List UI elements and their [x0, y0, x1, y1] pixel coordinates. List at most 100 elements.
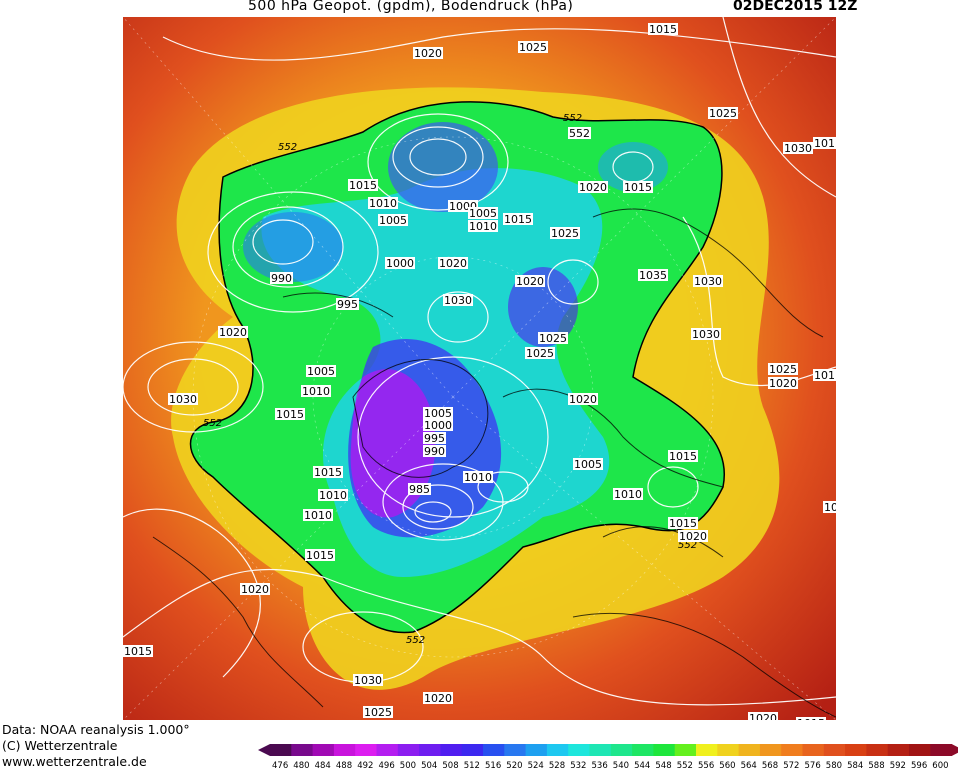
legend-swatch [823, 744, 846, 756]
labels-552: 552 552 552 552 552 [203, 113, 697, 646]
low-east [598, 142, 668, 192]
pressure-label: 990 [270, 272, 293, 285]
pressure-label: 1020 [240, 583, 270, 596]
svg-text:990: 990 [424, 445, 445, 458]
pressure-label: 1000 [385, 257, 415, 270]
pressure-label: 1005 [423, 407, 453, 420]
weather-map: 552 552 552 552 552 1020 1025101510251030… [123, 17, 836, 720]
legend-value: 476 [272, 761, 288, 770]
svg-text:1000: 1000 [424, 419, 452, 432]
svg-text:552: 552 [569, 127, 590, 140]
legend-value: 532 [570, 761, 586, 770]
pressure-label: 1015 [668, 450, 698, 463]
svg-text:1030: 1030 [444, 294, 472, 307]
svg-text:1020: 1020 [769, 377, 797, 390]
svg-text:1005: 1005 [424, 407, 452, 420]
legend-value: 540 [613, 761, 629, 770]
pressure-label: 1030 [783, 142, 813, 155]
map-title: 500 hPa Geopot. (gpdm), Bodendruck (hPa) [248, 0, 574, 14]
legend-value: 564 [741, 761, 757, 770]
pressure-label: 1025 [768, 363, 798, 376]
pressure-label: 1025 [363, 706, 393, 719]
svg-text:1020: 1020 [516, 275, 544, 288]
legend-swatch [270, 744, 292, 756]
svg-text:1030: 1030 [354, 674, 382, 687]
svg-text:1010: 1010 [469, 220, 497, 233]
legend-swatch [717, 744, 740, 756]
credits-data-source: Data: NOAA reanalysis 1.000° [2, 722, 190, 737]
svg-text:1005: 1005 [307, 365, 335, 378]
credits-copyright: (C) Wetterzentrale [2, 738, 118, 753]
pressure-label: 1015 [313, 466, 343, 479]
svg-text:1015: 1015 [349, 179, 377, 192]
legend-swatch [483, 744, 505, 756]
svg-text:985: 985 [409, 483, 430, 496]
pressure-label: 1020 [423, 692, 453, 705]
label-552: 552 [203, 418, 222, 429]
legend-value: 580 [826, 761, 842, 770]
legend-value: 592 [890, 761, 906, 770]
pressure-label: 1005 [573, 458, 603, 471]
legend-swatch [802, 744, 825, 756]
svg-text:1020: 1020 [579, 181, 607, 194]
legend-swatch [419, 744, 441, 756]
legend-value: 516 [485, 761, 501, 770]
pressure-label: 1010 [303, 509, 333, 522]
svg-text:1015: 1015 [124, 645, 152, 658]
credits-website[interactable]: www.wetterzentrale.de [2, 754, 147, 769]
pressure-label: 1020 [515, 275, 545, 288]
svg-text:1015: 1015 [306, 549, 334, 562]
legend-value: 484 [315, 761, 331, 770]
pressure-label: 1020 [578, 181, 608, 194]
legend-value: 568 [762, 761, 778, 770]
legend-value: 596 [911, 761, 927, 770]
pressure-label: 1025 [708, 107, 738, 120]
legend-swatch [909, 744, 931, 756]
pressure-label: 1015 [123, 645, 153, 658]
legend-value: 492 [357, 761, 373, 770]
pressure-label: 985 [408, 483, 431, 496]
pressure-label: 1020 [568, 393, 598, 406]
svg-text:1015: 1015 [669, 450, 697, 463]
legend-swatch [632, 744, 654, 756]
pressure-label: 1020 [413, 47, 443, 60]
pressure-label: 995 [423, 432, 446, 445]
legend-swatch [610, 744, 633, 756]
legend-swatch [845, 744, 867, 756]
pressure-label: 1015 [305, 549, 335, 562]
legend-value: 572 [783, 761, 799, 770]
pressure-label: 1005 [306, 365, 336, 378]
pressure-label: 995 [336, 298, 359, 311]
legend-swatch [653, 744, 676, 756]
svg-text:1010: 1010 [319, 489, 347, 502]
legend-swatch [291, 744, 314, 756]
pressure-label: 1025 [525, 347, 555, 360]
svg-text:1030: 1030 [784, 142, 812, 155]
svg-text:1020: 1020 [241, 583, 269, 596]
pressure-label: 1020 [218, 326, 248, 339]
label-552: 552 [563, 113, 582, 124]
pressure-label: 101 [813, 369, 836, 382]
pressure-label: 1030 [443, 294, 473, 307]
credits: Data: NOAA reanalysis 1.000° (C) Wetterz… [2, 722, 190, 770]
pressure-label: 1015 [503, 213, 533, 226]
legend-value: 552 [677, 761, 693, 770]
legend-swatch [781, 744, 803, 756]
pressure-label: 1010 [463, 471, 493, 484]
legend-swatch [930, 744, 953, 756]
legend-value: 500 [400, 761, 416, 770]
pressure-label: 1030 [693, 275, 723, 288]
legend-value: 504 [421, 761, 437, 770]
svg-text:1010: 1010 [614, 488, 642, 501]
pressure-label: 1015 [796, 717, 826, 720]
legend-swatch [333, 744, 356, 756]
svg-text:101: 101 [814, 137, 835, 150]
svg-text:995: 995 [424, 432, 445, 445]
pressure-label: 1010 [613, 488, 643, 501]
legend-value: 560 [719, 761, 735, 770]
pressure-label: 1025 [550, 227, 580, 240]
pressure-label: 1015 [275, 408, 305, 421]
svg-text:1025: 1025 [519, 41, 547, 54]
legend-swatch [887, 744, 910, 756]
legend-value: 508 [442, 761, 458, 770]
